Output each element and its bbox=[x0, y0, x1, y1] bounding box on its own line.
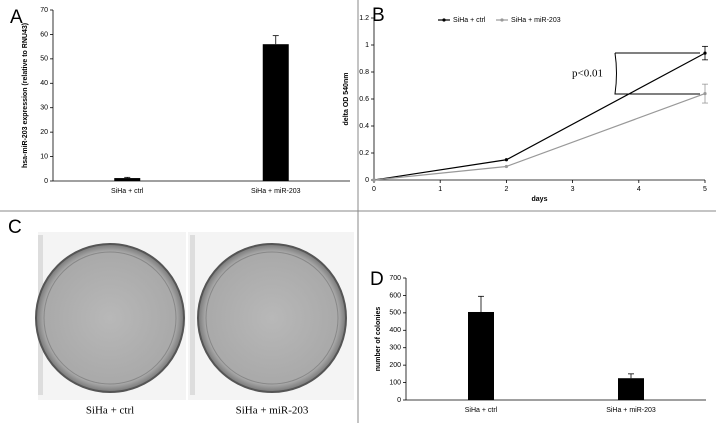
x-axis-label: days bbox=[532, 196, 548, 203]
y-axis-label: number of colonies bbox=[375, 307, 382, 372]
ruler bbox=[190, 235, 195, 395]
y-tick-label: 70 bbox=[40, 7, 48, 14]
legend-label: SiHa + ctrl bbox=[453, 17, 486, 24]
line bbox=[373, 52, 706, 181]
photo-caption: SiHa + miR-203 bbox=[236, 405, 309, 417]
y-tick-label: 60 bbox=[40, 31, 48, 38]
y-tick-label: 0.6 bbox=[359, 96, 369, 103]
legend-marker bbox=[442, 18, 446, 22]
dish bbox=[35, 243, 185, 393]
x-tick-label: SiHa + miR-203 bbox=[606, 407, 656, 414]
bar bbox=[468, 311, 494, 400]
x-tick-label: 3 bbox=[571, 186, 575, 193]
photo-caption: SiHa + ctrl bbox=[86, 405, 134, 417]
bar bbox=[262, 44, 289, 182]
y-axis-label: hsa-miR-203 expression (relative to RNU4… bbox=[22, 23, 29, 168]
y-tick-label: 100 bbox=[389, 379, 401, 386]
x-tick-label: 5 bbox=[703, 186, 707, 193]
x-tick-label: 2 bbox=[504, 186, 508, 193]
y-tick-label: 400 bbox=[389, 327, 401, 334]
photo bbox=[35, 232, 354, 400]
y-tick-label: 1 bbox=[365, 42, 369, 49]
y-tick-label: 20 bbox=[40, 129, 48, 136]
marker bbox=[372, 178, 376, 182]
y-tick-label: 1.2 bbox=[359, 15, 369, 22]
y-tick-label: 500 bbox=[389, 310, 401, 317]
y-tick-label: 700 bbox=[389, 275, 401, 282]
x-tick-label: SiHa + ctrl bbox=[465, 407, 498, 414]
panel-letter: B bbox=[372, 5, 385, 26]
y-tick-label: 0.2 bbox=[359, 150, 369, 157]
x-tick-label: SiHa + ctrl bbox=[111, 188, 144, 195]
y-tick-label: 40 bbox=[40, 80, 48, 87]
y-axis-label: delta OD 540nm bbox=[343, 73, 350, 126]
legend-marker bbox=[500, 18, 504, 22]
y-tick-label: 200 bbox=[389, 362, 401, 369]
marker bbox=[504, 158, 508, 162]
dish bbox=[197, 243, 347, 393]
y-tick-label: 30 bbox=[40, 105, 48, 112]
x-tick-label: 1 bbox=[438, 186, 442, 193]
annotation: p<0.01 bbox=[572, 68, 603, 80]
y-tick-label: 300 bbox=[389, 345, 401, 352]
y-tick-label: 10 bbox=[40, 153, 48, 160]
dish-rim bbox=[43, 251, 177, 385]
panel-letter: D bbox=[370, 269, 384, 290]
bar bbox=[618, 378, 644, 400]
significance-bracket bbox=[614, 52, 700, 95]
y-tick-label: 0 bbox=[44, 178, 48, 185]
bar bbox=[114, 178, 141, 181]
marker bbox=[504, 164, 508, 169]
y-tick-label: 0.4 bbox=[359, 123, 369, 130]
y-tick-label: 0.8 bbox=[359, 69, 369, 76]
y-tick-label: 600 bbox=[389, 292, 401, 299]
y-tick-label: 0 bbox=[397, 397, 401, 404]
x-tick-label: SiHa + miR-203 bbox=[251, 188, 301, 195]
x-tick-label: 0 bbox=[372, 186, 376, 193]
panel-letter: A bbox=[10, 7, 23, 28]
legend-label: SiHa + miR-203 bbox=[511, 17, 561, 24]
line bbox=[373, 93, 706, 181]
dish-rim bbox=[205, 251, 339, 385]
y-tick-label: 50 bbox=[40, 56, 48, 63]
y-tick-label: 0 bbox=[365, 177, 369, 184]
panel-letter: C bbox=[8, 217, 22, 238]
x-tick-label: 4 bbox=[637, 186, 641, 193]
